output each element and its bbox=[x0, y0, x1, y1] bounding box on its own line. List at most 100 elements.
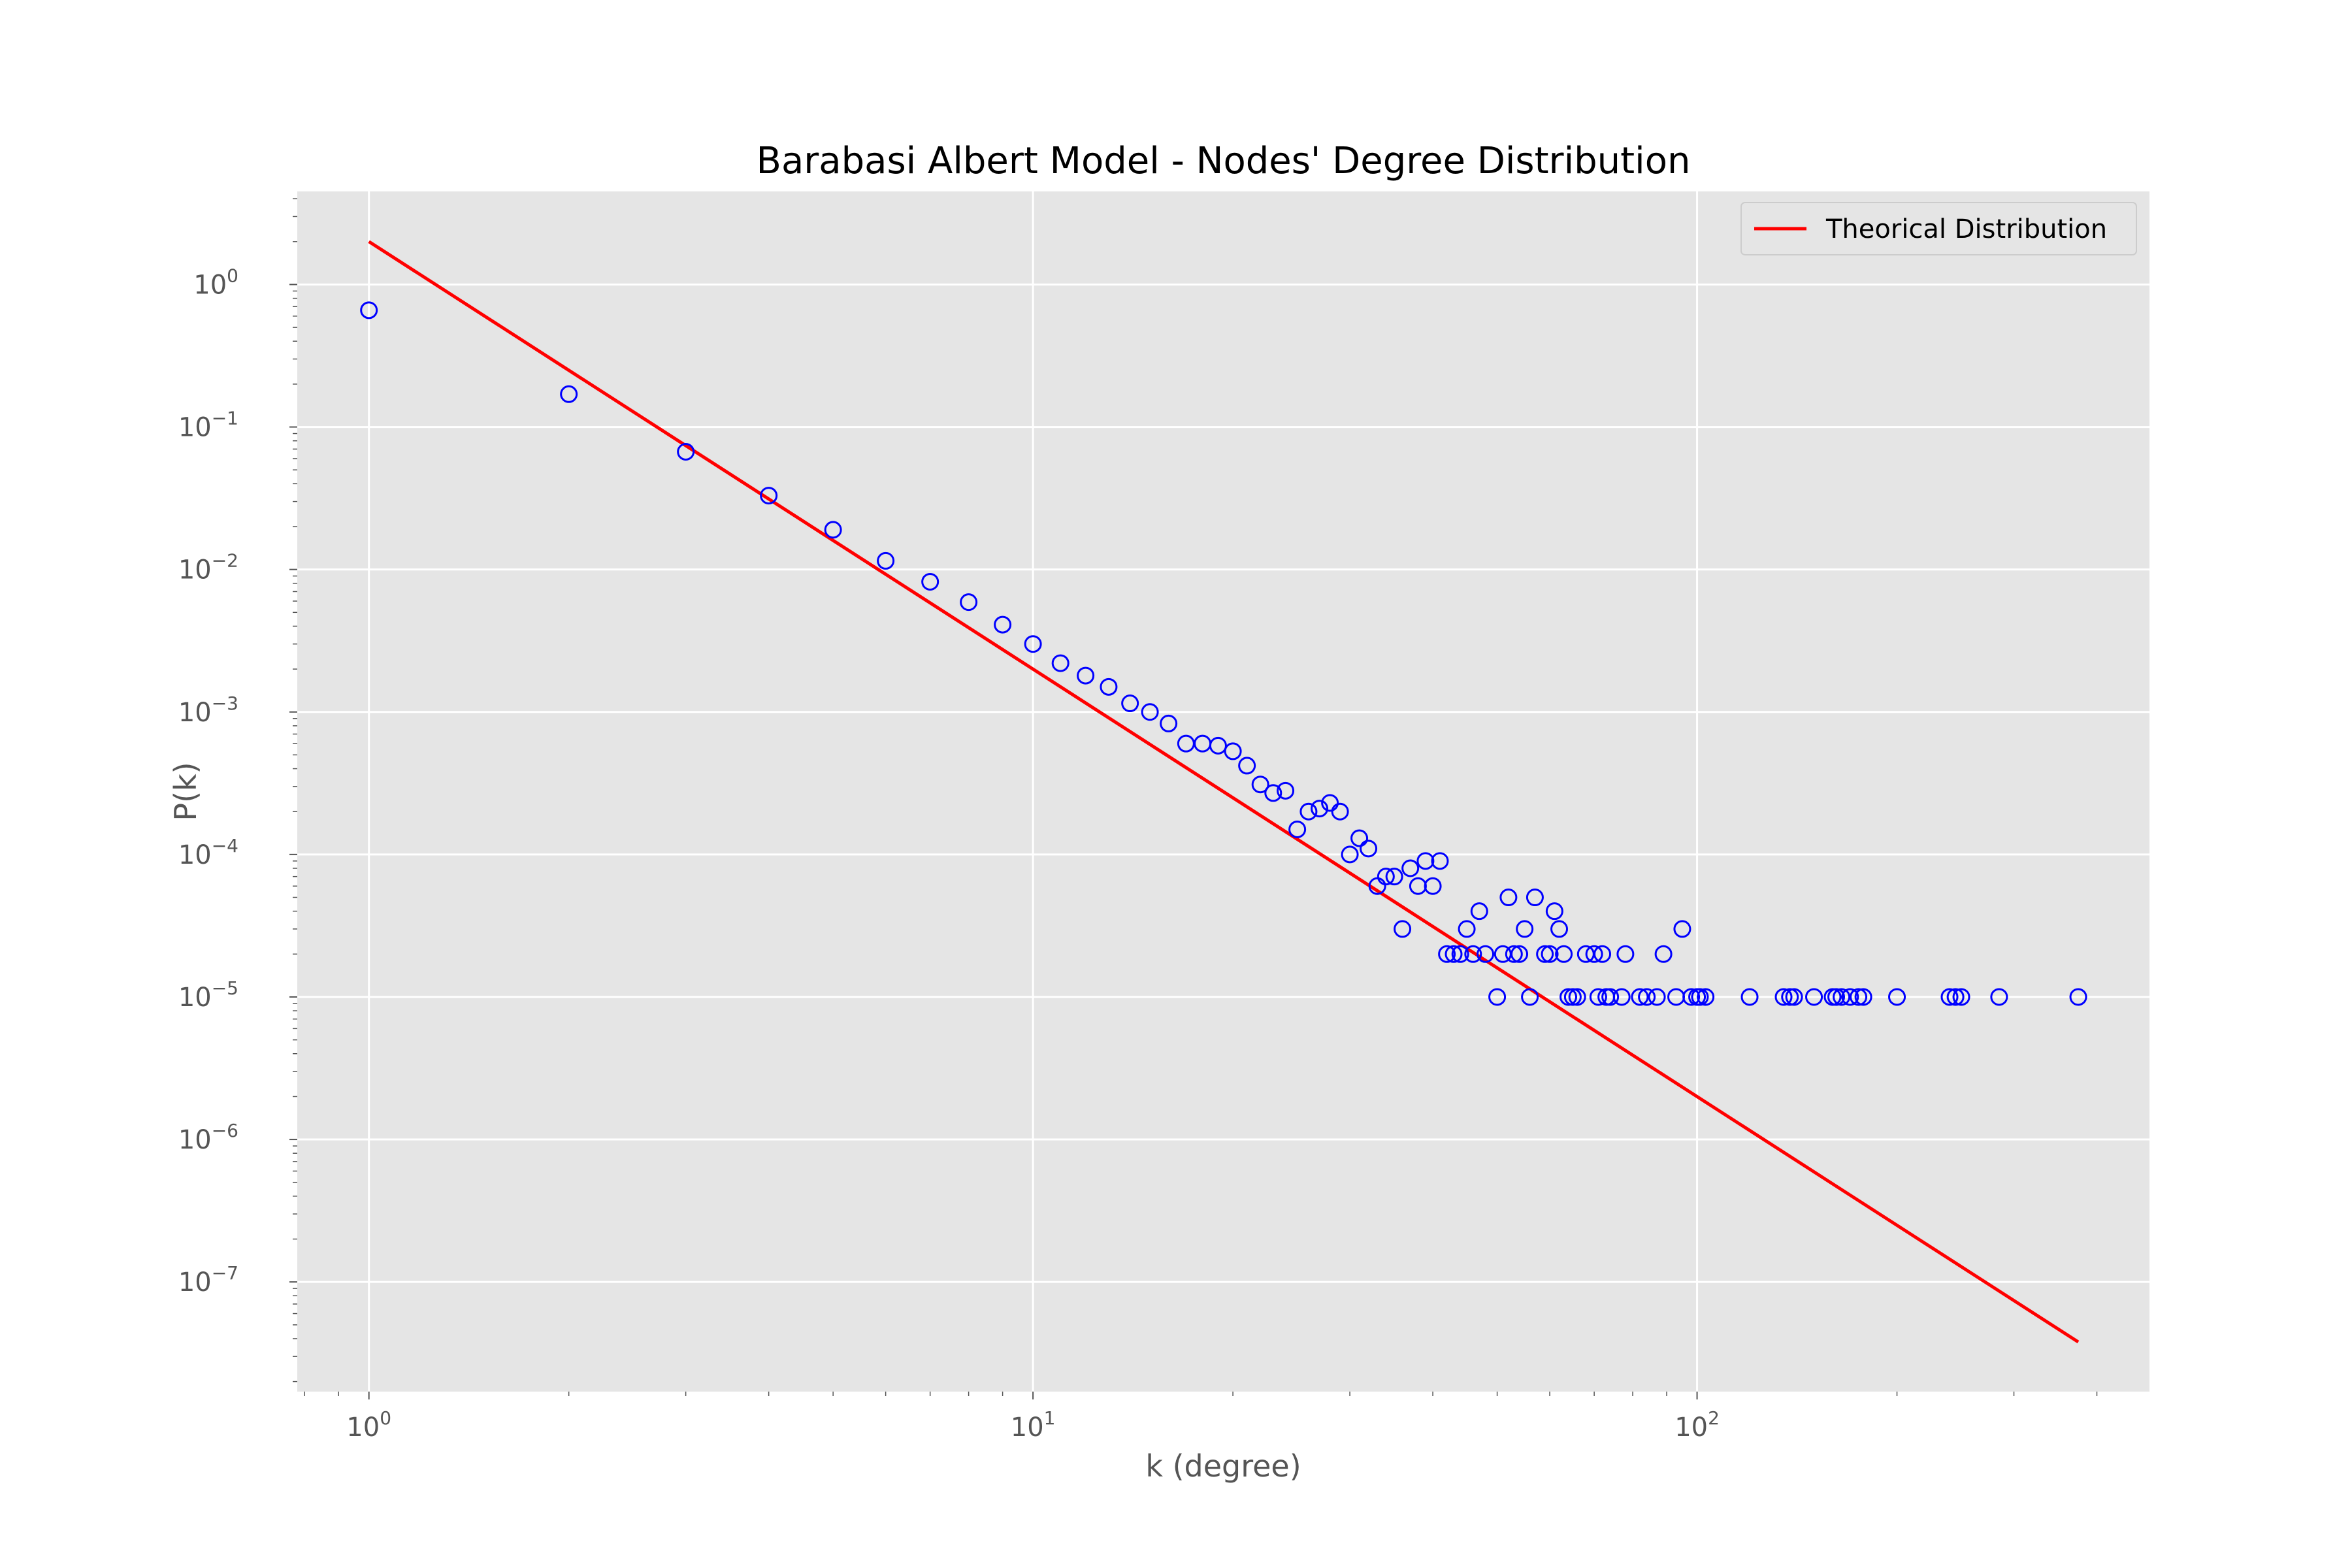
data-point bbox=[1488, 988, 1507, 1006]
data-point bbox=[1470, 902, 1488, 921]
data-point bbox=[1209, 736, 1227, 755]
data-point bbox=[1521, 988, 1539, 1006]
data-point bbox=[1477, 945, 1495, 963]
x-tick-label: 102 bbox=[1674, 1407, 1720, 1443]
data-point bbox=[824, 521, 842, 539]
y-axis-ticks: 100 10−1 10−2 10−3 10−4 10−5 10−6 10−7 bbox=[178, 265, 297, 1298]
y-tick-label: 10−4 bbox=[178, 835, 238, 870]
data-points bbox=[360, 301, 2087, 1006]
data-point bbox=[1424, 877, 1442, 895]
data-point bbox=[1445, 945, 1463, 963]
data-point bbox=[1511, 945, 1529, 963]
data-point bbox=[1740, 988, 1759, 1006]
legend-label: Theorical Distribution bbox=[1825, 214, 2107, 244]
data-point bbox=[1805, 988, 1823, 1006]
data-point bbox=[1593, 945, 1612, 963]
legend-box bbox=[1740, 202, 2137, 255]
data-point bbox=[1331, 802, 1349, 821]
data-point bbox=[1377, 868, 1395, 886]
data-point bbox=[1774, 988, 1793, 1006]
data-point bbox=[1431, 852, 1449, 870]
data-point bbox=[677, 442, 695, 461]
data-point bbox=[1888, 988, 1906, 1006]
data-point bbox=[1952, 988, 1970, 1006]
data-point bbox=[1251, 776, 1269, 794]
chart-title: Barabasi Albert Model - Nodes' Degree Di… bbox=[757, 140, 1691, 182]
data-point bbox=[1601, 988, 1620, 1006]
data-point bbox=[1505, 945, 1523, 963]
data-point bbox=[1416, 852, 1435, 870]
data-point bbox=[1224, 742, 1242, 760]
data-point bbox=[1350, 829, 1369, 847]
data-point bbox=[1841, 988, 1859, 1006]
data-point bbox=[1612, 988, 1631, 1006]
data-point bbox=[1946, 988, 1965, 1006]
data-point bbox=[1341, 845, 1359, 864]
y-axis-label: P(k) bbox=[168, 762, 203, 821]
data-point bbox=[1526, 889, 1544, 907]
data-point bbox=[1563, 988, 1582, 1006]
data-point bbox=[1464, 945, 1482, 963]
minor-ticks bbox=[293, 198, 2098, 1396]
data-point bbox=[1264, 784, 1282, 802]
data-point bbox=[1321, 794, 1339, 812]
data-point bbox=[1990, 988, 2008, 1006]
data-point bbox=[1288, 820, 1307, 838]
data-point bbox=[1631, 988, 1649, 1006]
data-point bbox=[1827, 988, 1846, 1006]
data-point bbox=[2069, 988, 2087, 1006]
data-point bbox=[1589, 988, 1607, 1006]
data-point bbox=[994, 615, 1012, 634]
data-point bbox=[1299, 802, 1318, 821]
data-point bbox=[1311, 800, 1329, 818]
y-tick-label: 10−1 bbox=[178, 408, 238, 443]
data-point bbox=[1077, 666, 1095, 685]
x-tick-label: 100 bbox=[346, 1407, 391, 1443]
theoretical-distribution-line bbox=[368, 240, 2080, 1344]
data-point bbox=[1451, 945, 1469, 963]
y-tick-label: 10−6 bbox=[178, 1120, 238, 1155]
data-point bbox=[1616, 945, 1635, 963]
x-axis-label: k (degree) bbox=[1145, 1448, 1301, 1484]
data-point bbox=[877, 551, 895, 570]
data-point bbox=[360, 301, 378, 319]
data-point bbox=[1385, 868, 1403, 886]
data-point bbox=[1781, 988, 1799, 1006]
data-point bbox=[1654, 945, 1673, 963]
data-point bbox=[1545, 902, 1563, 921]
data-point bbox=[1854, 988, 1872, 1006]
x-tick-label: 101 bbox=[1011, 1407, 1056, 1443]
data-point bbox=[1648, 988, 1666, 1006]
data-point bbox=[760, 487, 778, 505]
data-point bbox=[1360, 840, 1378, 858]
theoretical-line-layer bbox=[368, 240, 2080, 1344]
data-point bbox=[1560, 988, 1578, 1006]
data-point bbox=[1438, 945, 1456, 963]
y-tick-label: 10−3 bbox=[178, 693, 238, 728]
data-point bbox=[560, 385, 578, 403]
data-point bbox=[1458, 920, 1476, 938]
data-point bbox=[1160, 714, 1178, 732]
data-point bbox=[921, 572, 939, 591]
data-point bbox=[1691, 988, 1709, 1006]
data-point bbox=[1555, 945, 1573, 963]
data-point bbox=[1024, 635, 1042, 653]
data-point bbox=[1401, 859, 1420, 877]
y-tick-label: 10−7 bbox=[178, 1262, 238, 1298]
data-point bbox=[1785, 988, 1803, 1006]
data-point bbox=[1100, 678, 1118, 696]
data-point bbox=[1940, 988, 1959, 1006]
data-point bbox=[960, 593, 978, 612]
data-point bbox=[1499, 889, 1518, 907]
legend: Theorical Distribution bbox=[1740, 202, 2137, 255]
data-point bbox=[1585, 945, 1603, 963]
y-tick-label: 10−2 bbox=[178, 550, 238, 585]
data-point bbox=[1536, 945, 1554, 963]
data-point bbox=[1141, 703, 1159, 721]
grid-lines bbox=[297, 191, 2149, 1392]
data-point bbox=[1516, 920, 1534, 938]
data-point bbox=[1121, 694, 1139, 713]
data-point bbox=[1550, 920, 1569, 938]
data-point bbox=[1682, 988, 1701, 1006]
